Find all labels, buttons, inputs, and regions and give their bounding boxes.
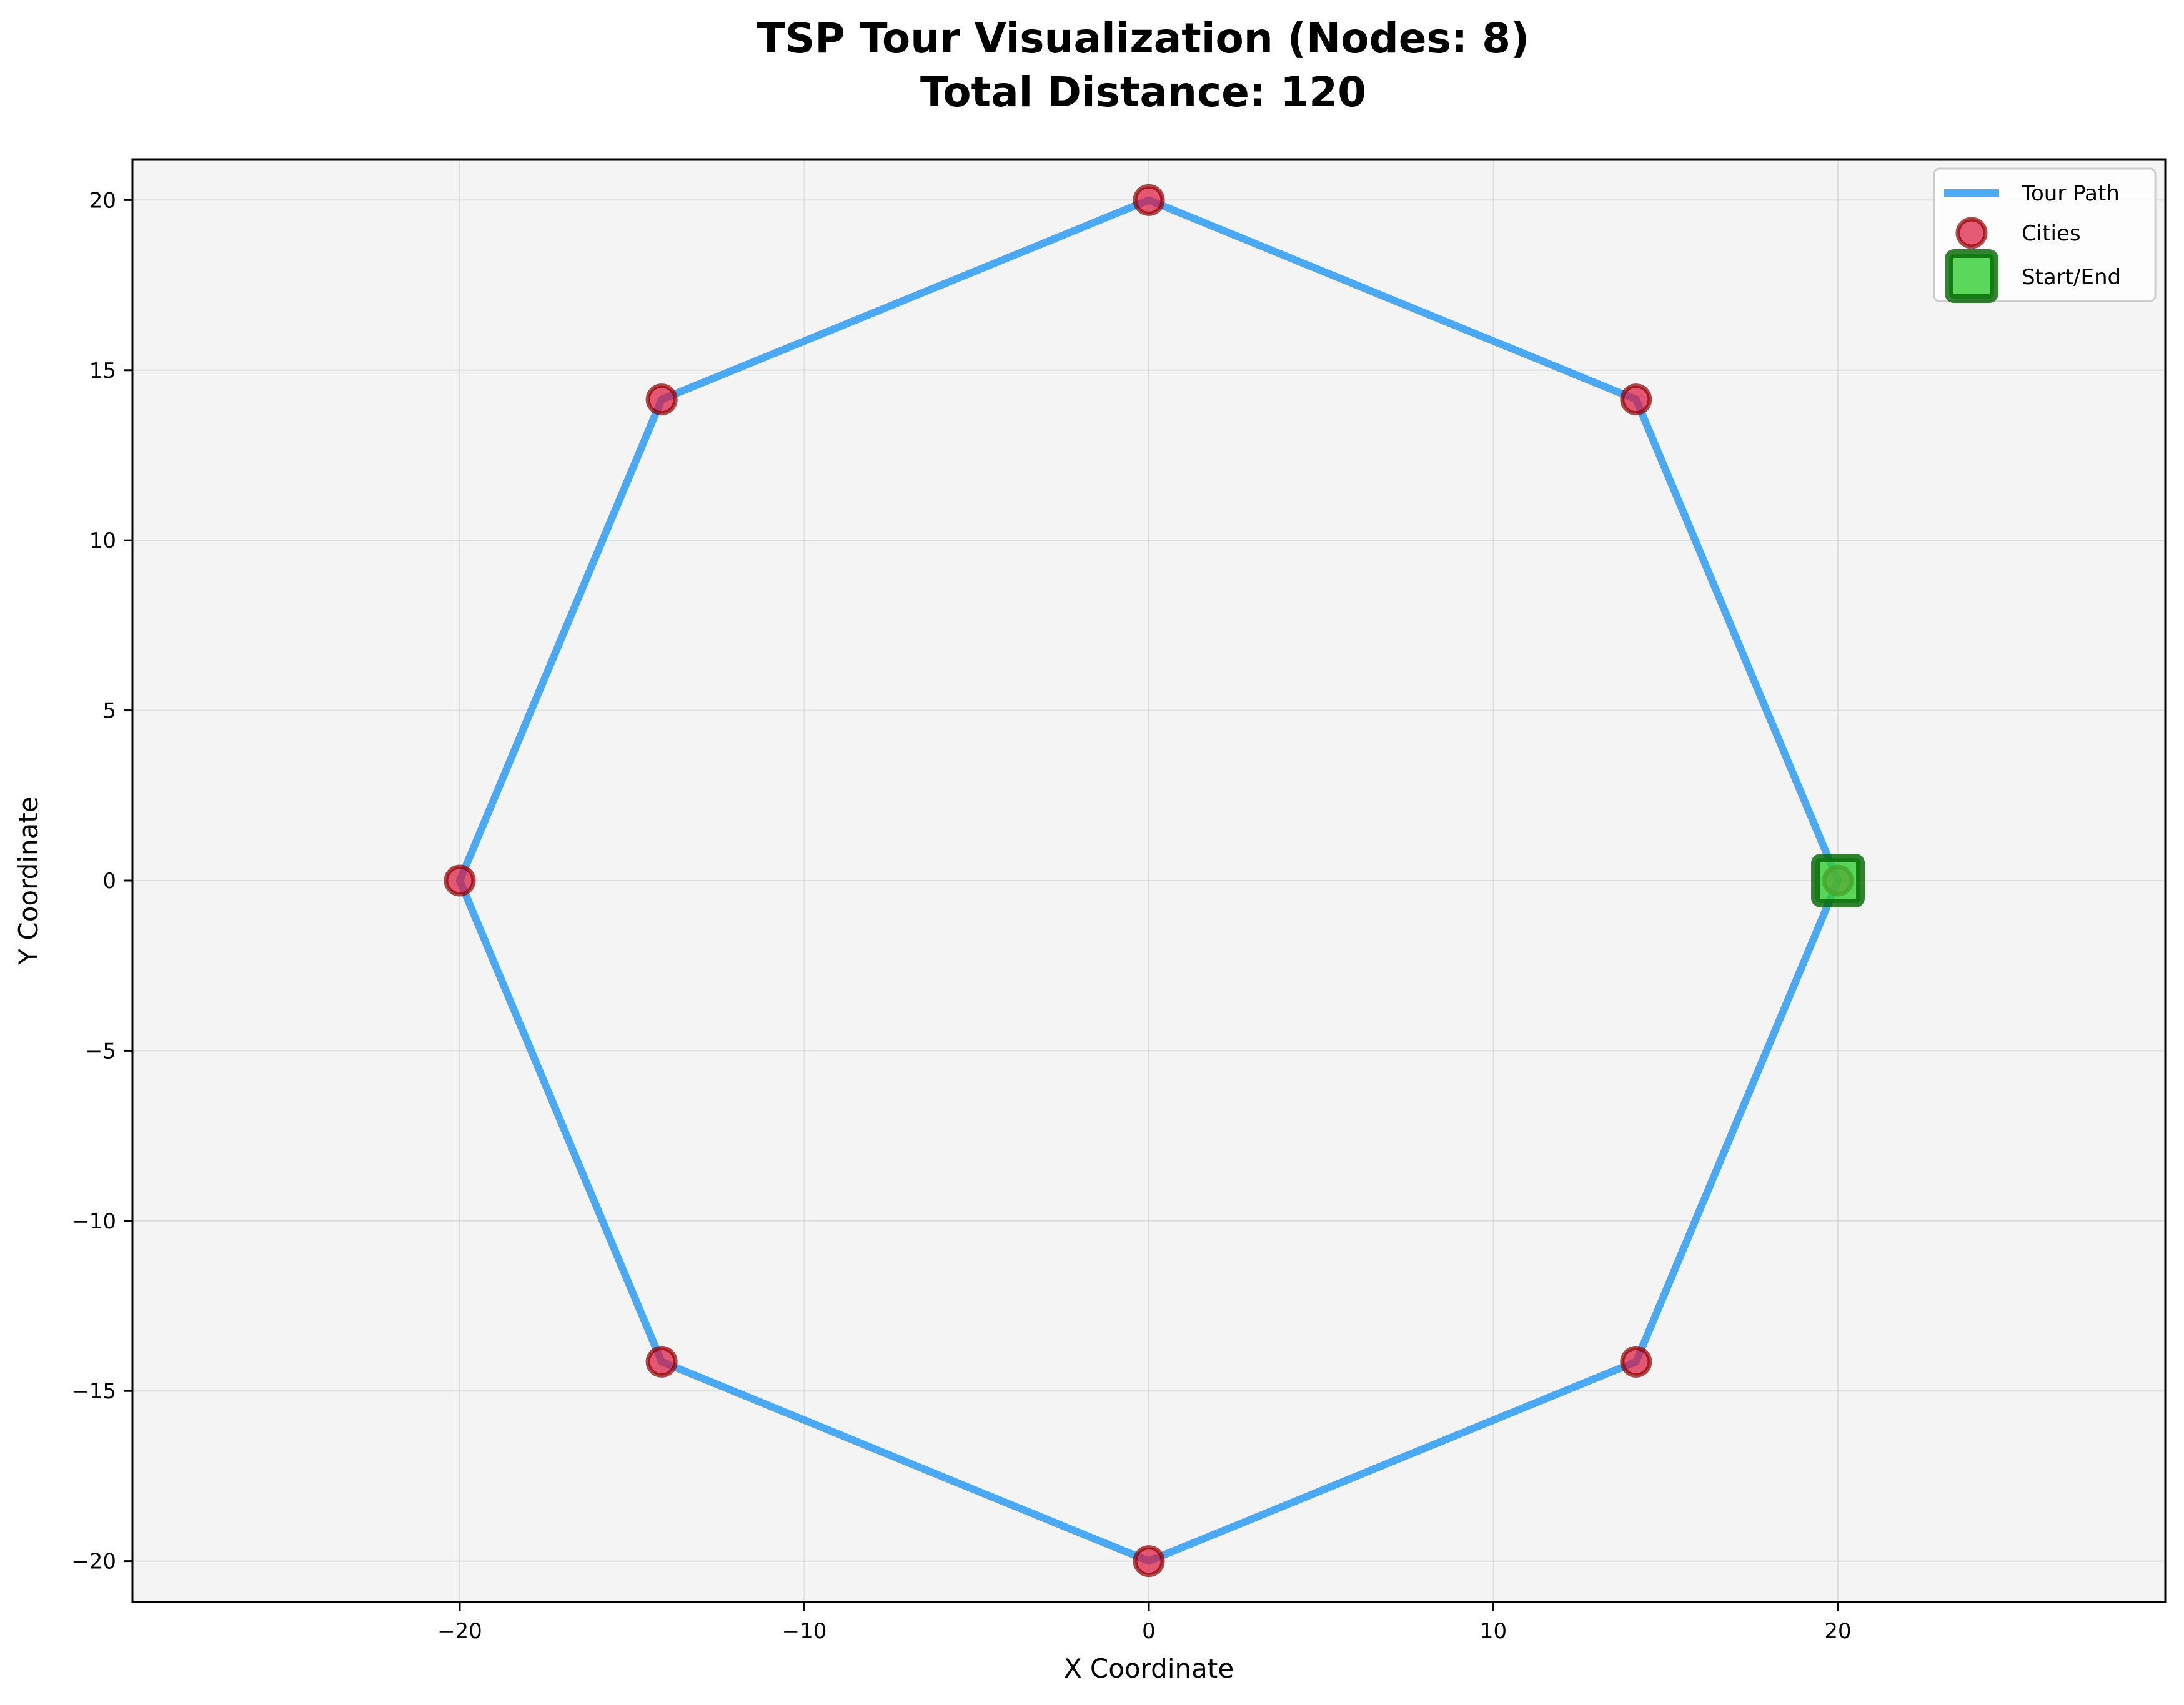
y-tick-label: −10 <box>71 1209 116 1234</box>
legend-swatch-cities <box>1955 217 1988 249</box>
city-point <box>1133 184 1165 216</box>
city-point <box>1133 1545 1165 1578</box>
city-point <box>645 1345 678 1378</box>
x-tick-label: −10 <box>782 1619 827 1644</box>
series-layer <box>444 184 1865 1578</box>
x-tick-label: −20 <box>437 1619 482 1644</box>
y-tick-label: 20 <box>89 188 116 213</box>
y-tick-label: 10 <box>89 528 116 553</box>
city-point <box>444 864 476 897</box>
city-point <box>645 383 678 416</box>
legend-label-cities: Cities <box>2022 221 2081 246</box>
x-tick-label: 0 <box>1142 1619 1156 1644</box>
y-tick-label: −15 <box>71 1379 116 1404</box>
x-tick-label: 10 <box>1480 1619 1507 1644</box>
y-axis-label: Y Coordinate <box>13 796 44 965</box>
start-end-marker <box>1811 854 1865 907</box>
y-tick-label: 15 <box>89 358 116 383</box>
city-point <box>1620 383 1652 416</box>
legend-label-start-end: Start/End <box>2022 265 2121 290</box>
x-axis-label: X Coordinate <box>1064 1653 1234 1684</box>
city-point <box>1620 1345 1652 1378</box>
legend-swatch-start-end <box>1945 249 1998 303</box>
chart-title-line-2: Total Distance: 120 <box>920 68 1366 116</box>
y-tick-label: 0 <box>102 869 116 894</box>
tick-layer: −20 −10 0 10 20 −20 −15 −10 −5 0 5 10 15 20 <box>71 188 1851 1644</box>
y-tick-label: 5 <box>102 699 116 724</box>
chart-title-line-1: TSP Tour Visualization (Nodes: 8) <box>757 14 1530 62</box>
y-tick-label: −5 <box>85 1039 116 1064</box>
legend: Tour Path Cities Start/End <box>1933 167 2157 303</box>
legend-label-tour-path: Tour Path <box>2021 181 2120 206</box>
y-tick-label: −20 <box>71 1549 116 1574</box>
x-tick-label: 20 <box>1824 1619 1851 1644</box>
